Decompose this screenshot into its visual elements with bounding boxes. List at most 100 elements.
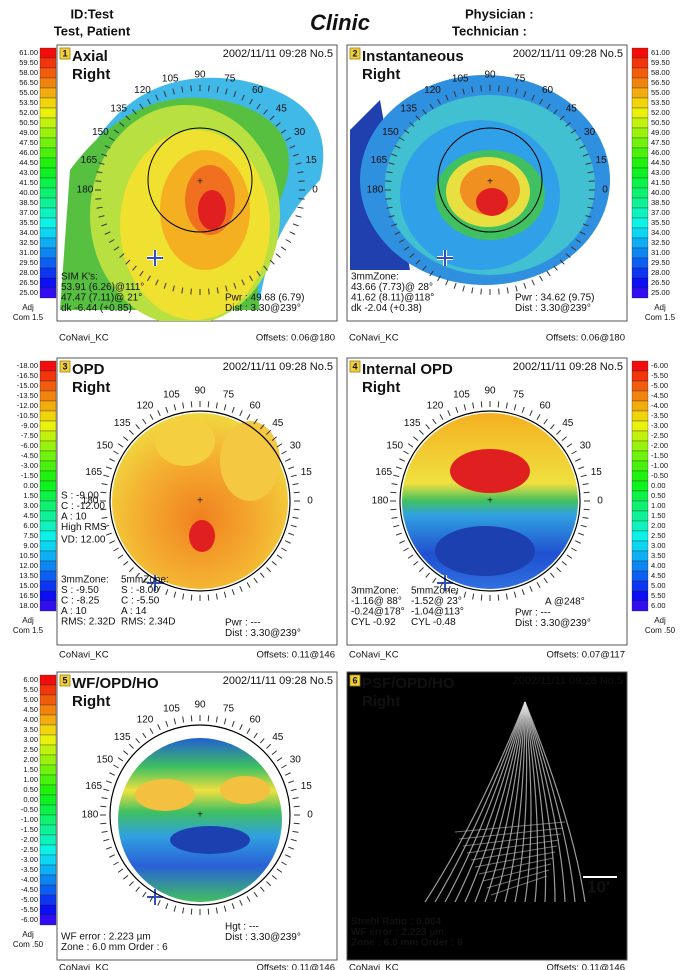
angle-label: 150	[92, 127, 109, 138]
map-region	[476, 188, 508, 216]
scale-label: 47.50	[651, 138, 670, 147]
panel-title: OPD	[72, 361, 105, 378]
footer-device: CoNavi_KC	[349, 333, 399, 344]
scale-cell	[40, 571, 56, 581]
scale-label: 0.50	[651, 491, 666, 500]
ring-tick	[589, 199, 595, 200]
angle-label: 30	[290, 441, 302, 452]
angle-label: 105	[452, 74, 469, 85]
note-text: Zone : 6.0 mm Order : 6	[351, 938, 463, 949]
angle-label: 15	[301, 467, 313, 478]
ring-tick	[100, 806, 106, 807]
angle-label: 135	[400, 103, 417, 114]
scale-cell	[40, 825, 56, 835]
scale-cell	[632, 481, 648, 491]
scale-cell	[40, 258, 56, 268]
scale-label: -6.00	[21, 915, 38, 924]
scale-cell	[40, 705, 56, 715]
scale-cell	[40, 268, 56, 278]
map-region	[450, 449, 530, 493]
panel-timestamp: 2002/11/11 09:28 No.5	[513, 675, 623, 687]
scale-label: 43.00	[651, 168, 670, 177]
scale-label: 1.50	[23, 765, 38, 774]
panel-timestamp: 2002/11/11 09:28 No.5	[513, 361, 623, 373]
ring-tick	[584, 509, 590, 510]
scale-cell	[40, 48, 56, 58]
angle-label: 90	[194, 700, 206, 711]
scale-cell	[40, 715, 56, 725]
scale-cell	[40, 521, 56, 531]
scale-label: 37.00	[651, 208, 670, 217]
scale-adj: Adj	[22, 303, 34, 312]
ring-tick	[294, 492, 300, 493]
scale-cell	[632, 551, 648, 561]
ring-tick	[100, 492, 106, 493]
scale-label: 3.00	[23, 735, 38, 744]
scale-cell	[40, 491, 56, 501]
angle-label: 135	[114, 418, 131, 429]
scale-label: 4.50	[23, 511, 38, 520]
scale-label: 26.50	[19, 278, 38, 287]
scale-label: 1.00	[23, 775, 38, 784]
scale-label: -2.00	[21, 835, 38, 844]
footer-offsets: Offsets: 0.06@180	[256, 333, 335, 344]
scale-label: -3.50	[21, 865, 38, 874]
scale-label: 40.00	[19, 188, 38, 197]
scale-label: 58.00	[19, 68, 38, 77]
scale-cell	[40, 401, 56, 411]
scale-label: 5.50	[23, 685, 38, 694]
scale-cell	[40, 471, 56, 481]
angle-label: 120	[137, 400, 154, 411]
scale-cell	[40, 541, 56, 551]
scale-cell	[40, 108, 56, 118]
note-text: S : -9.00	[61, 491, 99, 502]
scale-cell	[632, 168, 648, 178]
footer-device: CoNavi_KC	[59, 650, 109, 661]
scale-label: 37.00	[19, 208, 38, 217]
scale-label: 12.00	[19, 561, 38, 570]
scale-cell	[40, 591, 56, 601]
angle-label: 45	[272, 418, 284, 429]
scale-cell	[632, 208, 648, 218]
ring-tick	[191, 289, 192, 295]
note-text: A : 10	[61, 512, 87, 523]
scale-cell	[632, 461, 648, 471]
scale-cell	[632, 591, 648, 601]
scale-label: 61.00	[651, 48, 670, 57]
scale-cell	[632, 198, 648, 208]
note-text: Pwr : ---	[225, 618, 261, 629]
scale-label: 5.00	[651, 581, 666, 590]
scale-label: -15.00	[17, 381, 38, 390]
ring-tick	[481, 289, 482, 295]
scale-cell	[40, 905, 56, 915]
ring-tick	[589, 181, 595, 182]
note-text: 10'	[587, 877, 610, 896]
angle-label: 75	[224, 74, 236, 85]
footer-offsets: Offsets: 0.11@146	[257, 963, 335, 970]
panel-subtitle: Right	[72, 693, 110, 710]
scale-label: 0.00	[651, 481, 666, 490]
angle-label: 120	[427, 400, 444, 411]
panel-subtitle: Right	[362, 379, 400, 396]
scale-label: 31.00	[651, 248, 670, 257]
technician-label: Technician :	[452, 23, 527, 38]
scale-cell	[40, 68, 56, 78]
scale-label: 0.00	[23, 795, 38, 804]
scale-label: -5.50	[21, 905, 38, 914]
scale-cell	[40, 765, 56, 775]
scale-label: 43.00	[19, 168, 38, 177]
scale-label: -6.00	[651, 361, 668, 370]
scale-cell	[40, 118, 56, 128]
scale-cell	[632, 411, 648, 421]
report: ID:Test Test, Patient Clinic Physician :…	[0, 0, 689, 970]
angle-label: 60	[252, 85, 264, 96]
scale-label: 10.50	[19, 551, 38, 560]
scale-label: 9.00	[23, 541, 38, 550]
angle-label: 45	[276, 103, 288, 114]
angle-label: 0	[307, 496, 313, 507]
ring-tick	[584, 492, 590, 493]
note-text: 3mmZone:	[351, 272, 399, 283]
angle-label: 135	[110, 103, 127, 114]
angle-label: 165	[85, 467, 102, 478]
scale-label: -10.50	[17, 411, 38, 420]
